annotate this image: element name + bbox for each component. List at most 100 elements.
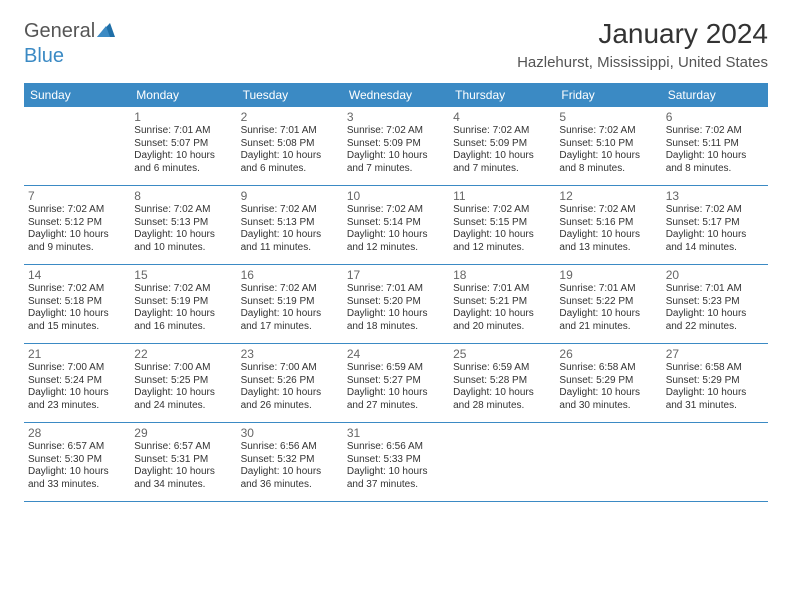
day-cell: 9Sunrise: 7:02 AMSunset: 5:13 PMDaylight…	[237, 186, 343, 264]
sunset-line: Sunset: 5:13 PM	[241, 217, 339, 230]
daylight-line-1: Daylight: 10 hours	[453, 308, 551, 321]
daylight-line-2: and 20 minutes.	[453, 321, 551, 334]
daylight-line-2: and 37 minutes.	[347, 479, 445, 492]
day-cell	[555, 423, 661, 501]
daylight-line-2: and 22 minutes.	[666, 321, 764, 334]
day-number: 16	[241, 268, 339, 282]
sunset-line: Sunset: 5:20 PM	[347, 296, 445, 309]
week-row: 1Sunrise: 7:01 AMSunset: 5:07 PMDaylight…	[24, 107, 768, 186]
sunrise-line: Sunrise: 7:02 AM	[347, 204, 445, 217]
daylight-line-2: and 7 minutes.	[347, 163, 445, 176]
day-number: 15	[134, 268, 232, 282]
daylight-line-1: Daylight: 10 hours	[347, 150, 445, 163]
daylight-line-1: Daylight: 10 hours	[666, 387, 764, 400]
daylight-line-2: and 23 minutes.	[28, 400, 126, 413]
sunset-line: Sunset: 5:19 PM	[241, 296, 339, 309]
day-number: 31	[347, 426, 445, 440]
logo: GeneralBlue	[24, 20, 115, 68]
daylight-line-2: and 9 minutes.	[28, 242, 126, 255]
daylight-line-2: and 36 minutes.	[241, 479, 339, 492]
day-cell: 14Sunrise: 7:02 AMSunset: 5:18 PMDayligh…	[24, 265, 130, 343]
day-cell: 8Sunrise: 7:02 AMSunset: 5:13 PMDaylight…	[130, 186, 236, 264]
daylight-line-1: Daylight: 10 hours	[666, 150, 764, 163]
daylight-line-2: and 18 minutes.	[347, 321, 445, 334]
daylight-line-1: Daylight: 10 hours	[241, 466, 339, 479]
sunset-line: Sunset: 5:29 PM	[559, 375, 657, 388]
sunset-line: Sunset: 5:25 PM	[134, 375, 232, 388]
sunrise-line: Sunrise: 7:01 AM	[559, 283, 657, 296]
daylight-line-2: and 11 minutes.	[241, 242, 339, 255]
day-number: 29	[134, 426, 232, 440]
day-number: 22	[134, 347, 232, 361]
week-row: 28Sunrise: 6:57 AMSunset: 5:30 PMDayligh…	[24, 423, 768, 502]
day-number: 24	[347, 347, 445, 361]
sunset-line: Sunset: 5:28 PM	[453, 375, 551, 388]
day-cell: 25Sunrise: 6:59 AMSunset: 5:28 PMDayligh…	[449, 344, 555, 422]
day-number: 7	[28, 189, 126, 203]
sunset-line: Sunset: 5:26 PM	[241, 375, 339, 388]
day-number: 14	[28, 268, 126, 282]
dow-cell: Saturday	[662, 83, 768, 107]
daylight-line-2: and 6 minutes.	[134, 163, 232, 176]
sunset-line: Sunset: 5:09 PM	[347, 138, 445, 151]
sunset-line: Sunset: 5:09 PM	[453, 138, 551, 151]
day-number: 2	[241, 110, 339, 124]
week-row: 7Sunrise: 7:02 AMSunset: 5:12 PMDaylight…	[24, 186, 768, 265]
day-cell: 20Sunrise: 7:01 AMSunset: 5:23 PMDayligh…	[662, 265, 768, 343]
day-cell: 23Sunrise: 7:00 AMSunset: 5:26 PMDayligh…	[237, 344, 343, 422]
daylight-line-1: Daylight: 10 hours	[347, 387, 445, 400]
day-cell: 15Sunrise: 7:02 AMSunset: 5:19 PMDayligh…	[130, 265, 236, 343]
day-cell: 24Sunrise: 6:59 AMSunset: 5:27 PMDayligh…	[343, 344, 449, 422]
day-number: 1	[134, 110, 232, 124]
daylight-line-2: and 33 minutes.	[28, 479, 126, 492]
sunset-line: Sunset: 5:22 PM	[559, 296, 657, 309]
dow-cell: Sunday	[24, 83, 130, 107]
daylight-line-2: and 13 minutes.	[559, 242, 657, 255]
daylight-line-1: Daylight: 10 hours	[241, 308, 339, 321]
sunset-line: Sunset: 5:08 PM	[241, 138, 339, 151]
daylight-line-2: and 24 minutes.	[134, 400, 232, 413]
daylight-line-2: and 10 minutes.	[134, 242, 232, 255]
day-number: 10	[347, 189, 445, 203]
daylight-line-2: and 30 minutes.	[559, 400, 657, 413]
day-cell: 2Sunrise: 7:01 AMSunset: 5:08 PMDaylight…	[237, 107, 343, 185]
daylight-line-2: and 6 minutes.	[241, 163, 339, 176]
daylight-line-2: and 8 minutes.	[666, 163, 764, 176]
day-cell	[662, 423, 768, 501]
dow-cell: Monday	[130, 83, 236, 107]
calendar-page: GeneralBlue January 2024 Hazlehurst, Mis…	[0, 0, 792, 520]
sunrise-line: Sunrise: 7:01 AM	[134, 125, 232, 138]
sunset-line: Sunset: 5:27 PM	[347, 375, 445, 388]
calendar-grid: SundayMondayTuesdayWednesdayThursdayFrid…	[24, 83, 768, 502]
daylight-line-1: Daylight: 10 hours	[453, 150, 551, 163]
day-number: 5	[559, 110, 657, 124]
daylight-line-1: Daylight: 10 hours	[453, 229, 551, 242]
sunrise-line: Sunrise: 7:02 AM	[241, 204, 339, 217]
sunset-line: Sunset: 5:24 PM	[28, 375, 126, 388]
daylight-line-2: and 12 minutes.	[347, 242, 445, 255]
sunrise-line: Sunrise: 6:57 AM	[134, 441, 232, 454]
daylight-line-1: Daylight: 10 hours	[666, 308, 764, 321]
day-number: 30	[241, 426, 339, 440]
day-number: 3	[347, 110, 445, 124]
sunset-line: Sunset: 5:11 PM	[666, 138, 764, 151]
logo-triangle-icon	[97, 20, 115, 43]
day-number: 11	[453, 189, 551, 203]
daylight-line-1: Daylight: 10 hours	[347, 308, 445, 321]
daylight-line-1: Daylight: 10 hours	[559, 308, 657, 321]
sunrise-line: Sunrise: 7:00 AM	[134, 362, 232, 375]
daylight-line-1: Daylight: 10 hours	[134, 150, 232, 163]
day-cell: 31Sunrise: 6:56 AMSunset: 5:33 PMDayligh…	[343, 423, 449, 501]
day-number: 17	[347, 268, 445, 282]
day-cell: 30Sunrise: 6:56 AMSunset: 5:32 PMDayligh…	[237, 423, 343, 501]
daylight-line-1: Daylight: 10 hours	[134, 308, 232, 321]
sunrise-line: Sunrise: 7:02 AM	[347, 125, 445, 138]
month-title: January 2024	[517, 18, 768, 50]
daylight-line-1: Daylight: 10 hours	[28, 229, 126, 242]
sunset-line: Sunset: 5:18 PM	[28, 296, 126, 309]
daylight-line-2: and 27 minutes.	[347, 400, 445, 413]
sunset-line: Sunset: 5:10 PM	[559, 138, 657, 151]
sunrise-line: Sunrise: 6:56 AM	[347, 441, 445, 454]
sunrise-line: Sunrise: 7:02 AM	[666, 125, 764, 138]
day-cell: 21Sunrise: 7:00 AMSunset: 5:24 PMDayligh…	[24, 344, 130, 422]
